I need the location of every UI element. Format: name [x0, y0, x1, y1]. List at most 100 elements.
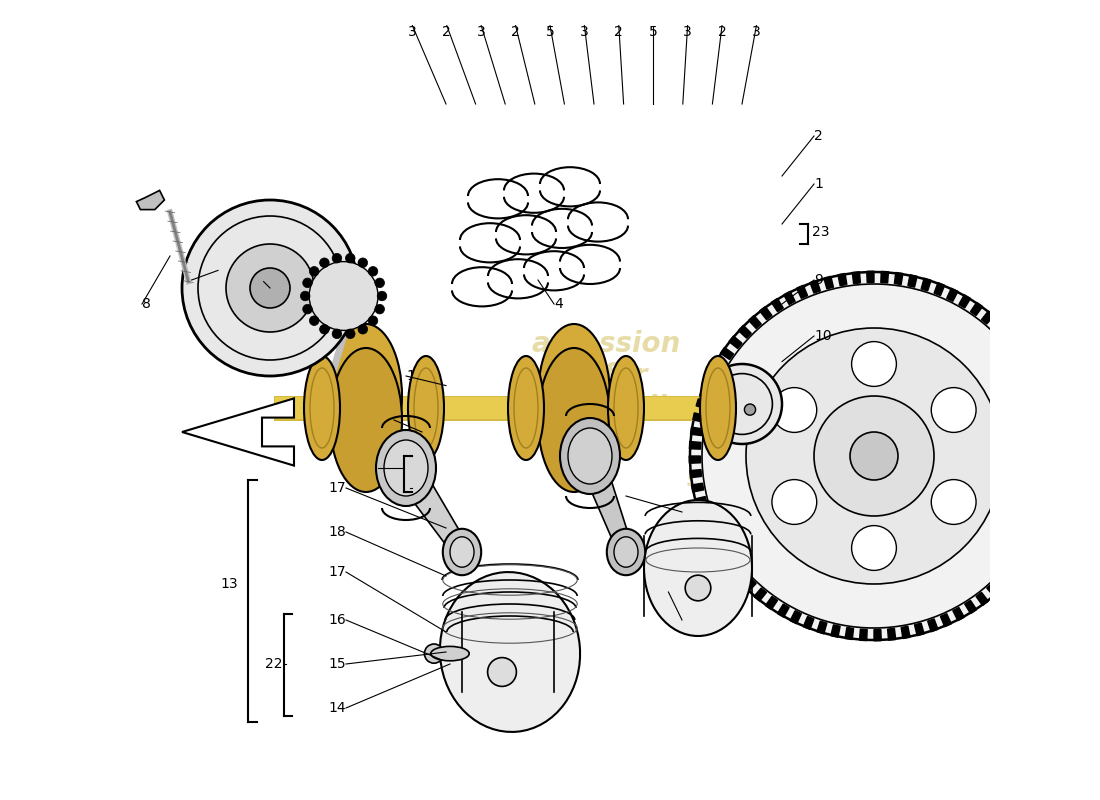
Polygon shape	[987, 583, 1000, 597]
Ellipse shape	[431, 646, 470, 661]
Polygon shape	[734, 569, 747, 582]
Ellipse shape	[304, 356, 340, 460]
Polygon shape	[738, 326, 751, 338]
Polygon shape	[690, 456, 701, 463]
Text: 7: 7	[190, 273, 199, 287]
Circle shape	[345, 329, 355, 338]
Circle shape	[320, 258, 329, 267]
Ellipse shape	[568, 428, 612, 484]
Polygon shape	[838, 274, 847, 286]
Ellipse shape	[560, 418, 620, 494]
Ellipse shape	[450, 537, 474, 567]
Ellipse shape	[384, 440, 428, 496]
Circle shape	[309, 266, 319, 276]
Text: 3: 3	[580, 25, 588, 39]
Polygon shape	[1032, 378, 1045, 390]
Polygon shape	[760, 306, 772, 320]
Polygon shape	[691, 427, 703, 435]
Text: 18: 18	[328, 525, 346, 539]
Polygon shape	[710, 535, 723, 546]
Polygon shape	[744, 578, 756, 592]
Polygon shape	[703, 522, 716, 534]
Polygon shape	[725, 558, 738, 570]
Polygon shape	[817, 621, 827, 634]
Polygon shape	[1043, 490, 1055, 499]
Text: 3: 3	[408, 25, 417, 39]
Polygon shape	[706, 372, 719, 383]
Circle shape	[772, 479, 816, 525]
Polygon shape	[1001, 330, 1014, 343]
Ellipse shape	[538, 324, 610, 468]
Polygon shape	[867, 271, 875, 282]
Polygon shape	[1010, 342, 1023, 354]
Circle shape	[487, 658, 516, 686]
Text: 10: 10	[814, 329, 832, 343]
Polygon shape	[690, 442, 701, 449]
Polygon shape	[959, 294, 970, 308]
Polygon shape	[1041, 406, 1054, 415]
Polygon shape	[1028, 529, 1042, 540]
Text: 17: 17	[329, 481, 346, 495]
Polygon shape	[970, 302, 982, 315]
Polygon shape	[947, 288, 958, 302]
Ellipse shape	[376, 430, 436, 506]
Polygon shape	[790, 610, 801, 624]
Circle shape	[300, 291, 310, 301]
Ellipse shape	[608, 356, 644, 460]
Polygon shape	[810, 280, 821, 293]
Circle shape	[746, 328, 1002, 584]
Polygon shape	[136, 190, 164, 210]
Polygon shape	[894, 273, 903, 285]
Ellipse shape	[330, 348, 402, 492]
Polygon shape	[940, 614, 952, 626]
Text: 13: 13	[682, 613, 700, 627]
Circle shape	[302, 304, 312, 314]
Text: 2: 2	[442, 25, 451, 39]
Polygon shape	[1047, 463, 1058, 470]
Polygon shape	[713, 359, 726, 371]
Circle shape	[309, 262, 378, 330]
Circle shape	[309, 316, 319, 326]
Ellipse shape	[566, 420, 614, 492]
Polygon shape	[908, 274, 917, 287]
Text: 15: 15	[329, 657, 346, 671]
Circle shape	[377, 291, 387, 301]
Text: 22: 22	[264, 657, 282, 671]
Ellipse shape	[614, 537, 638, 567]
Circle shape	[345, 254, 355, 263]
Polygon shape	[845, 627, 854, 639]
Polygon shape	[394, 460, 470, 557]
Polygon shape	[934, 282, 945, 296]
Text: 2: 2	[814, 129, 823, 143]
Polygon shape	[696, 399, 708, 409]
Text: 3: 3	[476, 25, 485, 39]
Text: 8: 8	[142, 297, 151, 311]
Polygon shape	[1019, 354, 1032, 366]
Polygon shape	[693, 413, 705, 422]
Text: 12: 12	[682, 505, 700, 519]
Circle shape	[332, 254, 342, 263]
Text: 5: 5	[546, 25, 554, 39]
Text: 9: 9	[814, 273, 823, 287]
Ellipse shape	[538, 348, 610, 492]
Circle shape	[932, 387, 976, 432]
Circle shape	[226, 244, 314, 332]
Polygon shape	[921, 278, 931, 291]
Text: 16: 16	[328, 613, 346, 627]
Polygon shape	[1034, 516, 1047, 526]
Text: a passion
    for
automobiles: a passion for automobiles	[509, 330, 703, 422]
Circle shape	[368, 266, 377, 276]
Circle shape	[332, 329, 342, 338]
Ellipse shape	[382, 432, 430, 504]
Text: since 1995: since 1995	[686, 470, 813, 490]
Polygon shape	[852, 272, 860, 284]
Text: 23: 23	[813, 225, 829, 239]
Text: 4: 4	[554, 297, 563, 311]
Text: 3: 3	[683, 25, 692, 39]
Circle shape	[302, 278, 312, 288]
Polygon shape	[927, 619, 938, 632]
Text: 2: 2	[615, 25, 624, 39]
Circle shape	[851, 342, 896, 386]
Polygon shape	[690, 470, 702, 478]
Polygon shape	[796, 286, 807, 298]
